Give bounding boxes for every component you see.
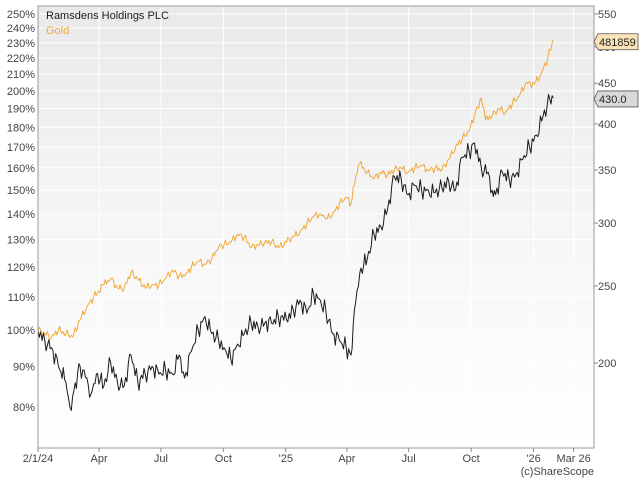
y-right-tick-label: 550 — [598, 9, 616, 21]
y-left-tick-label: 220% — [7, 53, 35, 65]
y-right-tick-label: 250 — [598, 281, 616, 293]
y-left-tick-label: 180% — [7, 122, 35, 134]
x-axis: 2/1/24 Apr Jul Oct '25 Apr Jul Oct '26 Mar 26 — [23, 448, 591, 465]
y-right-tick-label: 400 — [598, 119, 616, 131]
plot-background — [38, 6, 594, 448]
y-left-tick-label: 160% — [7, 163, 35, 175]
last-value-flag-ramsdens: 430.0 — [593, 90, 639, 108]
x-tick-label: '25 — [279, 453, 293, 465]
series-line-ramsdens — [37, 93, 554, 411]
y-left-tick-label: 200% — [7, 86, 35, 98]
x-tick-label: Mar 26 — [557, 453, 591, 465]
flag-box — [593, 33, 639, 51]
y-left-tick-label: 150% — [7, 185, 35, 197]
series-line-gold — [37, 39, 554, 340]
x-tick-label: Jul — [402, 453, 416, 465]
flag-label: 481859 — [599, 37, 636, 49]
last-value-flags: 430.0 481859 — [593, 33, 639, 108]
x-tick-label: Jul — [154, 453, 168, 465]
plot-frame — [37, 5, 595, 449]
flag-label: 430.0 — [599, 94, 627, 106]
y-right-tick-label: 350 — [598, 165, 616, 177]
y-right-tick-label: 200 — [598, 358, 616, 370]
y-right-tick-label: 450 — [598, 78, 616, 90]
right-axis: 200250300350400450500550 — [594, 9, 616, 370]
y-left-tick-label: 100% — [7, 325, 35, 337]
y-left-tick-label: 80% — [13, 402, 35, 414]
y-left-tick-label: 120% — [7, 262, 35, 274]
series-layer — [37, 39, 554, 411]
left-axis: 80% 90% 100% 110% 120% 130% 140% 150% 160% 170% 18… — [7, 9, 35, 414]
y-left-tick-label: 210% — [7, 69, 35, 81]
y-left-tick-label: 130% — [7, 235, 35, 247]
last-value-flag-gold: 481859 — [593, 33, 639, 51]
y-left-tick-label: 190% — [7, 104, 35, 116]
legend-ramsdens: Ramsdens Holdings PLC — [46, 10, 169, 22]
y-left-tick-label: 230% — [7, 38, 35, 50]
y-left-tick-label: 110% — [8, 292, 36, 304]
x-tick-label: Apr — [91, 453, 108, 465]
x-tick-label: Apr — [338, 453, 355, 465]
y-left-tick-label: 250% — [7, 9, 35, 21]
x-tick-label: Oct — [463, 453, 480, 465]
x-tick-label: Oct — [215, 453, 232, 465]
y-right-tick-label: 300 — [598, 218, 616, 230]
grid — [37, 6, 594, 448]
watermark: (c)ShareScope — [521, 466, 594, 478]
legend-gold: Gold — [46, 25, 69, 37]
y-left-tick-label: 140% — [7, 209, 35, 221]
y-left-tick-label: 240% — [7, 23, 35, 35]
x-tick-label: 2/1/24 — [23, 453, 54, 465]
x-tick-label: '26 — [526, 453, 540, 465]
legend: Ramsdens Holdings PLC Gold — [46, 10, 169, 37]
y-left-tick-label: 90% — [13, 361, 35, 373]
y-left-tick-label: 170% — [7, 142, 35, 154]
flag-box — [593, 90, 639, 108]
